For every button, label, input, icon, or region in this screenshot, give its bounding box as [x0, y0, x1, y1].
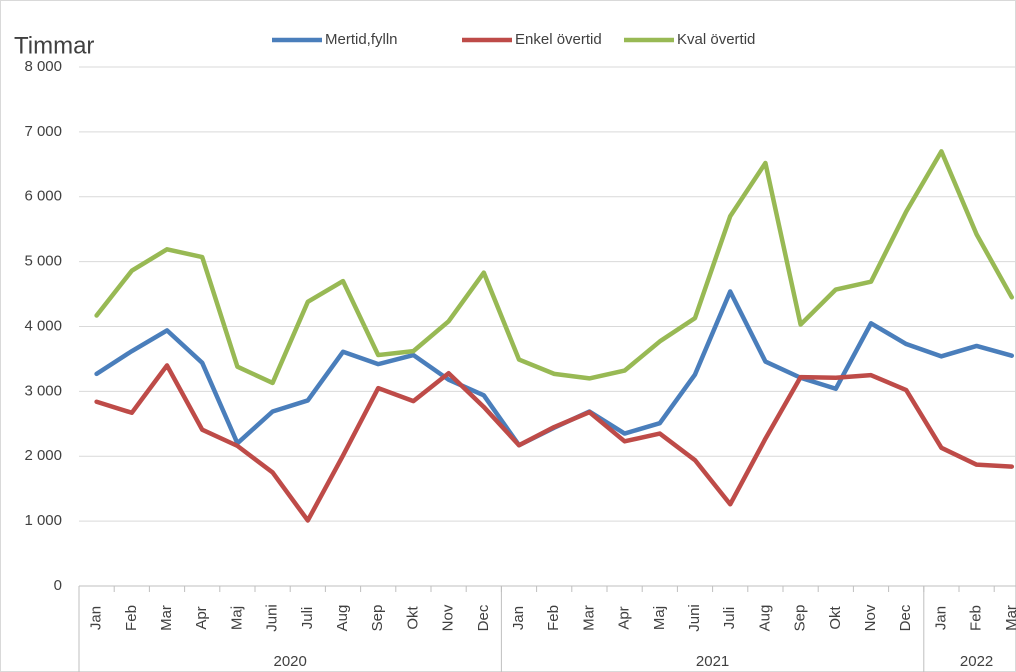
- legend-label: Mertid,fylln: [325, 31, 398, 48]
- year-label: 2022: [960, 653, 993, 670]
- x-tick-label: Juni: [686, 604, 703, 632]
- y-tick-label: 7 000: [24, 123, 62, 140]
- x-tick-label: Aug: [334, 605, 351, 632]
- x-tick-label: Sep: [792, 605, 809, 632]
- x-tick-label: Feb: [545, 605, 562, 631]
- x-tick-label: Okt: [404, 606, 421, 630]
- y-tick-label: 6 000: [24, 188, 62, 205]
- x-tick-label: Mar: [1003, 605, 1016, 631]
- x-tick-label: Mar: [158, 605, 175, 631]
- x-tick-label: Aug: [756, 605, 773, 632]
- y-tick-label: 8 000: [24, 58, 62, 75]
- y-tick-label: 0: [54, 577, 62, 594]
- x-tick-label: Nov: [862, 604, 879, 631]
- x-tick-label: Dec: [475, 604, 492, 631]
- x-tick-label: Feb: [968, 605, 985, 631]
- x-tick-label: Juli: [721, 607, 738, 630]
- y-tick-label: 1 000: [24, 512, 62, 529]
- year-label: 2020: [274, 653, 307, 670]
- series-line: [94, 363, 1015, 523]
- x-tick-label: Maj: [228, 606, 245, 630]
- legend-label: Kval övertid: [677, 31, 755, 48]
- legend-label: Enkel övertid: [515, 31, 602, 48]
- x-tick-label: Sep: [369, 605, 386, 632]
- x-tick-label: Nov: [440, 604, 457, 631]
- x-tick-label: Okt: [827, 606, 844, 630]
- y-axis-label: Timmar: [14, 32, 94, 59]
- x-tick-label: Juli: [299, 607, 316, 630]
- y-tick-label: 2 000: [24, 447, 62, 464]
- x-tick-label: Dec: [897, 604, 914, 631]
- y-tick-label: 3 000: [24, 382, 62, 399]
- x-tick-label: Feb: [123, 605, 140, 631]
- series-line: [94, 149, 1015, 386]
- x-tick-label: Mar: [580, 605, 597, 631]
- x-tick-label: Juni: [264, 604, 281, 632]
- x-tick-label: Apr: [193, 606, 210, 629]
- year-label: 2021: [696, 653, 729, 670]
- x-tick-label: Jan: [932, 606, 949, 630]
- y-tick-label: 5 000: [24, 253, 62, 270]
- x-tick-label: Jan: [88, 606, 105, 630]
- y-tick-label: 4 000: [24, 317, 62, 334]
- x-tick-label: Maj: [651, 606, 668, 630]
- x-tick-label: Jan: [510, 606, 527, 630]
- x-tick-label: Apr: [616, 606, 633, 629]
